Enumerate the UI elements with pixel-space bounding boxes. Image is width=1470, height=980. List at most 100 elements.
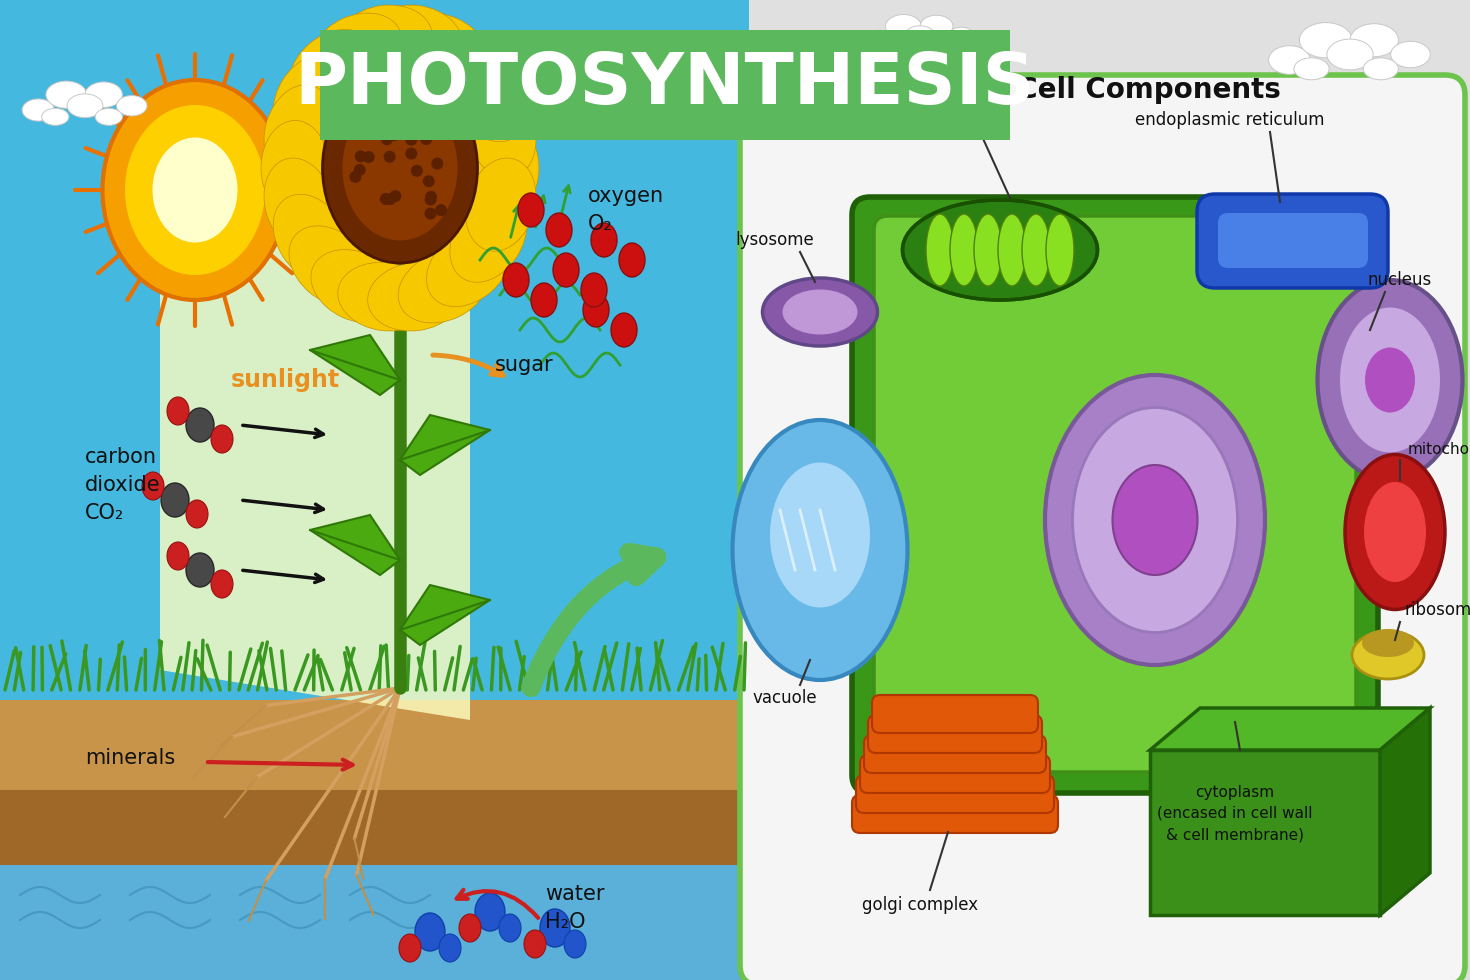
- FancyBboxPatch shape: [1197, 194, 1388, 288]
- Ellipse shape: [415, 913, 445, 951]
- Ellipse shape: [273, 194, 350, 282]
- Ellipse shape: [1363, 629, 1414, 657]
- Ellipse shape: [343, 95, 457, 240]
- Text: mitochonrion: mitochonrion: [1408, 443, 1470, 458]
- Text: oxygen
O₂: oxygen O₂: [588, 186, 664, 234]
- Ellipse shape: [351, 192, 363, 204]
- Ellipse shape: [96, 109, 122, 125]
- Text: PHOTOSYNTHESIS: PHOTOSYNTHESIS: [294, 51, 1035, 120]
- Ellipse shape: [1073, 408, 1238, 632]
- Ellipse shape: [369, 107, 381, 120]
- Ellipse shape: [187, 408, 215, 442]
- Ellipse shape: [1366, 348, 1416, 413]
- Ellipse shape: [168, 397, 190, 425]
- Ellipse shape: [763, 278, 878, 346]
- Bar: [750, 0, 1470, 980]
- Ellipse shape: [41, 109, 69, 125]
- Ellipse shape: [950, 214, 978, 286]
- Ellipse shape: [353, 180, 365, 192]
- FancyBboxPatch shape: [853, 197, 1377, 793]
- Ellipse shape: [357, 36, 391, 59]
- Bar: [0, 0, 750, 780]
- Ellipse shape: [125, 105, 265, 275]
- Ellipse shape: [398, 59, 420, 73]
- Ellipse shape: [998, 214, 1026, 286]
- Ellipse shape: [362, 122, 375, 135]
- Polygon shape: [160, 110, 470, 720]
- Ellipse shape: [1022, 214, 1050, 286]
- Ellipse shape: [1269, 46, 1310, 74]
- Ellipse shape: [539, 909, 570, 947]
- Ellipse shape: [365, 181, 376, 193]
- Ellipse shape: [143, 472, 165, 500]
- Ellipse shape: [426, 226, 512, 307]
- Ellipse shape: [416, 48, 441, 65]
- Ellipse shape: [584, 293, 609, 327]
- Text: golgi complex: golgi complex: [861, 896, 978, 914]
- FancyBboxPatch shape: [856, 775, 1054, 813]
- Ellipse shape: [1349, 24, 1398, 57]
- Ellipse shape: [187, 553, 215, 587]
- Ellipse shape: [1317, 280, 1463, 480]
- FancyBboxPatch shape: [867, 715, 1042, 753]
- Ellipse shape: [338, 263, 432, 331]
- Ellipse shape: [362, 109, 375, 121]
- Ellipse shape: [885, 15, 922, 38]
- Ellipse shape: [523, 930, 545, 958]
- Ellipse shape: [1363, 58, 1398, 79]
- Polygon shape: [400, 585, 490, 645]
- Ellipse shape: [187, 500, 207, 528]
- Ellipse shape: [68, 94, 103, 118]
- Ellipse shape: [290, 29, 373, 110]
- Ellipse shape: [1352, 631, 1424, 679]
- Ellipse shape: [369, 165, 381, 176]
- Ellipse shape: [432, 143, 444, 155]
- Ellipse shape: [975, 214, 1003, 286]
- Ellipse shape: [450, 194, 526, 282]
- Text: nucleus: nucleus: [1369, 271, 1432, 289]
- FancyBboxPatch shape: [1219, 213, 1369, 268]
- FancyBboxPatch shape: [864, 735, 1047, 773]
- Ellipse shape: [948, 27, 975, 45]
- Ellipse shape: [1327, 39, 1373, 70]
- Ellipse shape: [475, 893, 506, 931]
- Text: carbon
dioxide
CO₂: carbon dioxide CO₂: [85, 447, 160, 523]
- Ellipse shape: [929, 38, 953, 54]
- Polygon shape: [1150, 708, 1430, 750]
- Ellipse shape: [357, 112, 369, 123]
- FancyBboxPatch shape: [739, 75, 1466, 980]
- Ellipse shape: [459, 914, 481, 942]
- Text: sunlight: sunlight: [231, 368, 340, 392]
- Ellipse shape: [503, 263, 529, 297]
- Ellipse shape: [1299, 23, 1352, 58]
- Ellipse shape: [531, 283, 557, 317]
- Ellipse shape: [864, 30, 892, 50]
- Ellipse shape: [423, 185, 435, 198]
- Ellipse shape: [322, 73, 478, 263]
- Ellipse shape: [419, 172, 431, 184]
- Text: ribosome: ribosome: [1405, 601, 1470, 619]
- Ellipse shape: [612, 313, 637, 347]
- Ellipse shape: [470, 121, 539, 216]
- Ellipse shape: [390, 37, 420, 58]
- Ellipse shape: [903, 200, 1098, 300]
- Ellipse shape: [1364, 482, 1426, 582]
- Ellipse shape: [440, 934, 462, 962]
- Bar: [320, 30, 1010, 140]
- Ellipse shape: [882, 38, 906, 54]
- Text: water
H₂O: water H₂O: [545, 884, 604, 932]
- Ellipse shape: [732, 420, 907, 680]
- Ellipse shape: [273, 54, 350, 142]
- Ellipse shape: [312, 250, 401, 323]
- Ellipse shape: [401, 122, 413, 134]
- Ellipse shape: [450, 54, 526, 142]
- Text: vacuole: vacuole: [753, 689, 817, 707]
- Ellipse shape: [770, 463, 870, 608]
- Ellipse shape: [351, 213, 363, 225]
- Text: cytoplasm
(encased in cell wall
& cell membrane): cytoplasm (encased in cell wall & cell m…: [1157, 785, 1313, 842]
- Ellipse shape: [404, 177, 416, 190]
- Ellipse shape: [619, 243, 645, 277]
- Ellipse shape: [398, 934, 420, 962]
- Polygon shape: [310, 515, 400, 575]
- Ellipse shape: [435, 111, 447, 123]
